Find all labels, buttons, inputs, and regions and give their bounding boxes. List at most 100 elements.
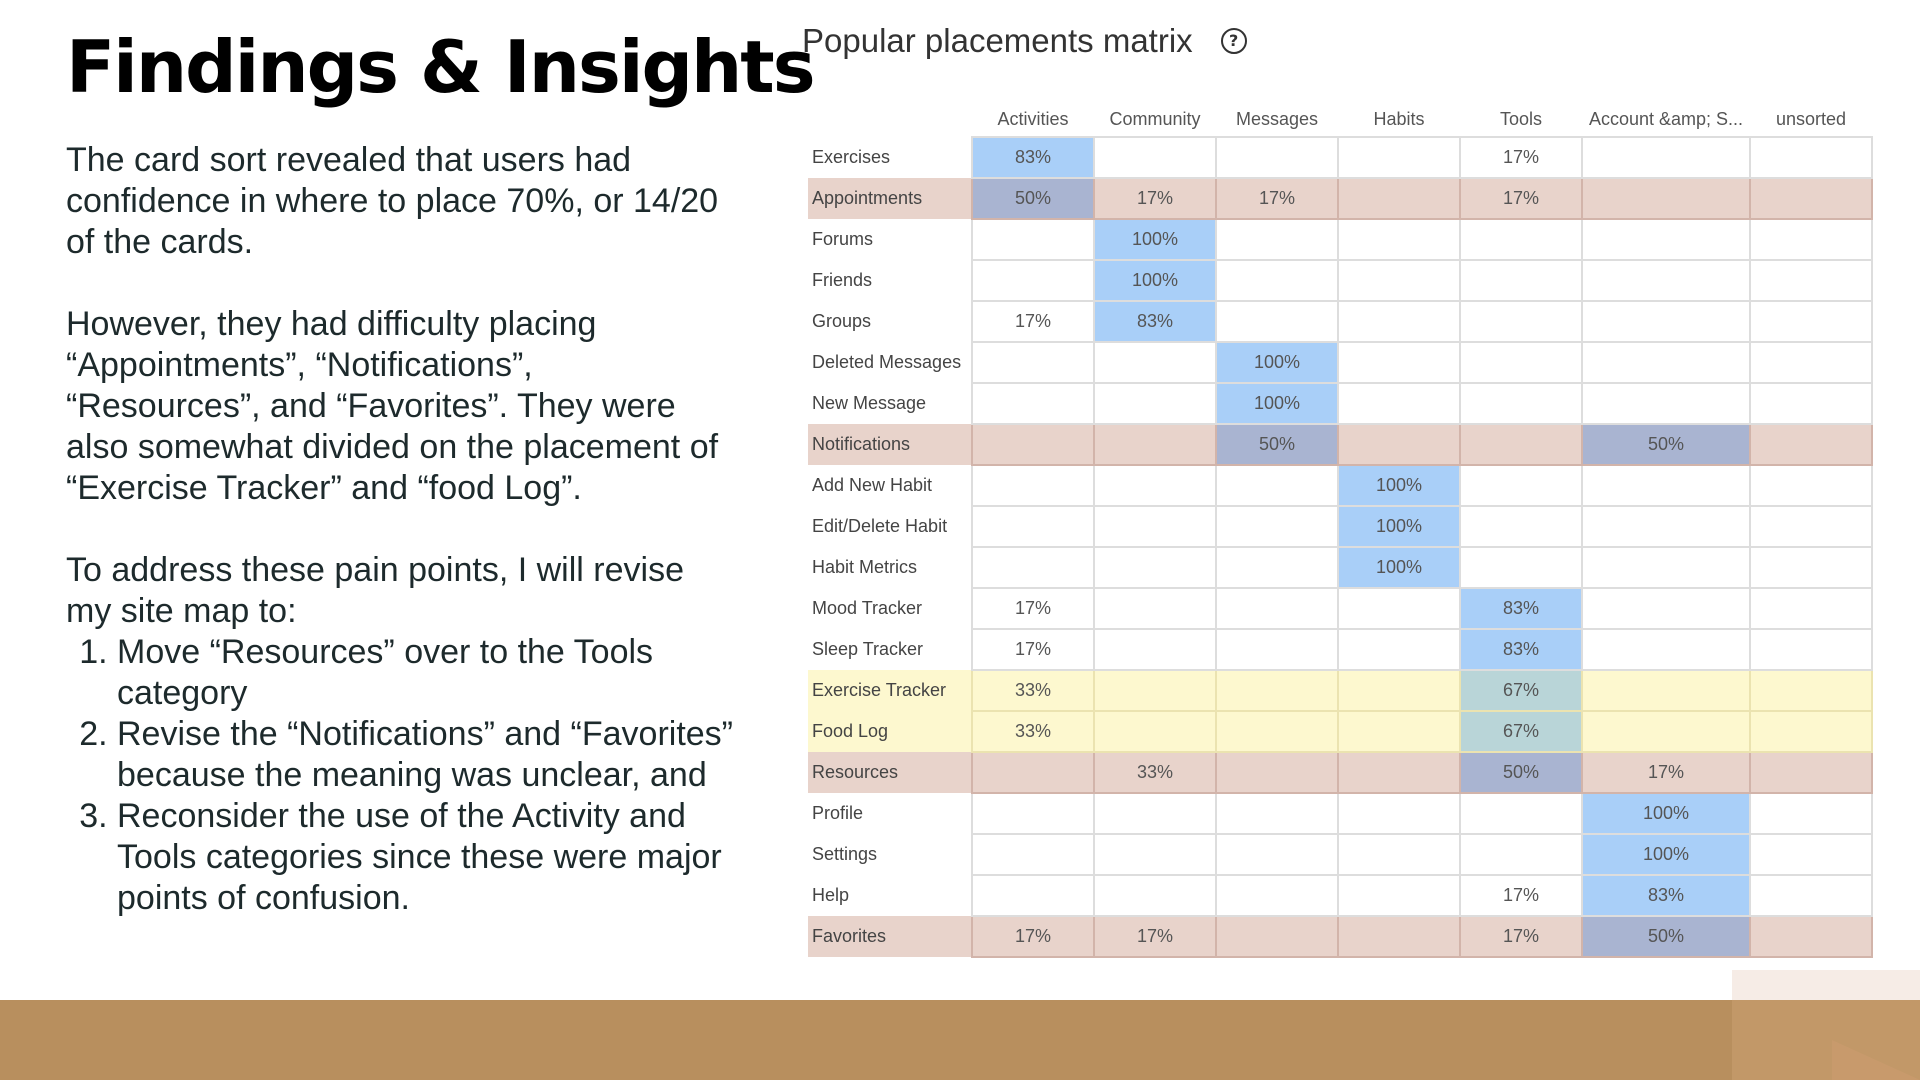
paragraph-difficulty: However, they had difficulty placing “Ap… <box>66 305 719 507</box>
matrix-cell: 17% <box>1581 751 1751 794</box>
matrix-cell <box>971 505 1095 548</box>
matrix-cell: 83% <box>1093 300 1217 343</box>
row-label: Friends <box>812 270 873 290</box>
matrix-cell <box>1337 382 1461 425</box>
matrix-cell <box>971 546 1095 589</box>
matrix-cell: 100% <box>1581 833 1751 876</box>
matrix-cell <box>1749 259 1873 302</box>
row-label: Notifications <box>808 424 972 465</box>
matrix-cell <box>1337 710 1461 753</box>
matrix-cell <box>971 833 1095 876</box>
matrix-cell <box>1581 628 1751 671</box>
matrix-cell <box>1749 505 1873 548</box>
matrix-cell <box>1093 874 1217 917</box>
matrix-row: Friends 100% <box>808 259 1873 302</box>
matrix-cell: 17% <box>1459 177 1583 220</box>
matrix-cell: 50% <box>1215 423 1339 466</box>
column-header: Activities <box>997 108 1069 129</box>
matrix-cell <box>1337 833 1461 876</box>
matrix-cell <box>1093 505 1217 548</box>
matrix-cell: 100% <box>1337 464 1461 507</box>
matrix-cell <box>1215 833 1339 876</box>
matrix-cell <box>1215 464 1339 507</box>
matrix-row: New Message 100% <box>808 382 1873 425</box>
matrix-cell <box>1337 423 1461 466</box>
paragraph-plan-intro: To address these pain points, I will rev… <box>66 551 684 630</box>
matrix-cell <box>1093 546 1217 589</box>
matrix-cell <box>1459 833 1583 876</box>
column-header: unsorted <box>1775 108 1847 129</box>
matrix-row: Settings 100% <box>808 833 1873 876</box>
matrix-cell <box>1337 259 1461 302</box>
column-header: Messages <box>1235 108 1319 129</box>
matrix-cell <box>971 218 1095 261</box>
matrix-row: Forums 100% <box>808 218 1873 261</box>
matrix-cell <box>1337 587 1461 630</box>
matrix-cell <box>1215 300 1339 343</box>
matrix-cell: 17% <box>1093 915 1217 958</box>
matrix-cell <box>1093 710 1217 753</box>
matrix-cell <box>1581 300 1751 343</box>
slide-title: Findings & Insights <box>66 25 816 109</box>
matrix-row: Help 17% 83% <box>808 874 1873 917</box>
matrix-cell: 100% <box>1093 259 1217 302</box>
matrix-cell: 17% <box>1093 177 1217 220</box>
matrix-header: Popular placements matrix ? <box>802 22 1247 60</box>
matrix-cell: 17% <box>971 587 1095 630</box>
matrix-cell <box>1749 792 1873 835</box>
row-label: Forums <box>812 229 874 249</box>
matrix-cell <box>1581 669 1751 712</box>
matrix-row: Resources 33% 50% 17% <box>808 751 1873 794</box>
matrix-row: Add New Habit 100% <box>808 464 1873 507</box>
matrix-row: Exercises 83% 17% <box>808 136 1873 179</box>
matrix-cell: 17% <box>971 300 1095 343</box>
matrix-cell <box>1749 833 1873 876</box>
matrix-cell <box>1459 464 1583 507</box>
matrix-cell <box>1093 136 1217 179</box>
matrix-cell <box>1093 464 1217 507</box>
matrix-cell <box>971 382 1095 425</box>
matrix-cell <box>1749 874 1873 917</box>
matrix-row: Habit Metrics 100% <box>808 546 1873 589</box>
corner-decoration <box>1732 970 1920 1080</box>
matrix-cell <box>1749 751 1873 794</box>
findings-text: The card sort revealed that users had co… <box>66 140 736 919</box>
matrix-row: Exercise Tracker 33% 67% <box>808 669 1873 712</box>
row-label: Settings <box>812 844 878 864</box>
matrix-cell <box>1749 423 1873 466</box>
matrix-cell <box>1093 587 1217 630</box>
matrix-cell <box>1749 464 1873 507</box>
row-label: Help <box>812 885 850 905</box>
matrix-table: Activities Community Messages Habits Tools Ac… <box>808 102 1873 958</box>
matrix-row: Deleted Messages 100% <box>808 341 1873 384</box>
matrix-cell: 17% <box>971 915 1095 958</box>
matrix-cell <box>1581 710 1751 753</box>
revision-item: Move “Resources” over to the Tools categ… <box>117 632 736 714</box>
matrix-cell: 50% <box>1581 423 1751 466</box>
matrix-cell: 17% <box>1459 136 1583 179</box>
matrix-cell <box>1581 259 1751 302</box>
matrix-cell <box>1581 136 1751 179</box>
row-label: Profile <box>812 803 864 823</box>
matrix-cell <box>1093 341 1217 384</box>
matrix-cell <box>1337 792 1461 835</box>
matrix-cell <box>1749 177 1873 220</box>
matrix-cell: 17% <box>1459 874 1583 917</box>
matrix-cell <box>1459 505 1583 548</box>
matrix-cell <box>1459 382 1583 425</box>
matrix-cell <box>1337 136 1461 179</box>
question-circle-icon[interactable]: ? <box>1220 28 1247 54</box>
matrix-cell: 17% <box>1215 177 1339 220</box>
row-label: New Message <box>812 393 927 413</box>
matrix-cell <box>1749 669 1873 712</box>
matrix-cell <box>1337 751 1461 794</box>
matrix-cell: 100% <box>1337 505 1461 548</box>
matrix-cell: 17% <box>1459 915 1583 958</box>
row-label: Groups <box>812 311 872 331</box>
matrix-cell: 100% <box>1215 382 1339 425</box>
row-label: Sleep Tracker <box>812 639 924 659</box>
matrix-cell: 67% <box>1459 710 1583 753</box>
revision-list: Move “Resources” over to the Tools categ… <box>66 632 736 919</box>
matrix-cell <box>1581 177 1751 220</box>
matrix-row: Notifications 50% 50% <box>808 423 1873 466</box>
